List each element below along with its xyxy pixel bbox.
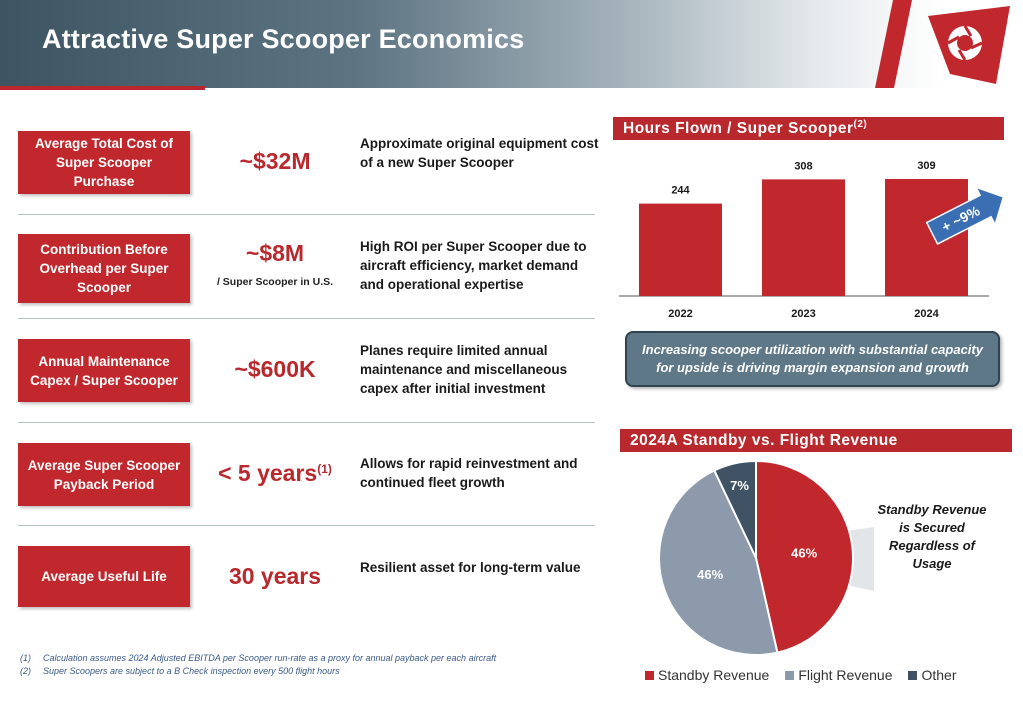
legend-label: Other [921,667,957,683]
company-logo [928,6,1010,84]
footnote: (2) Super Scoopers are subject to a B Ch… [20,665,496,678]
footnote-text: Super Scoopers are subject to a B Check … [43,666,340,676]
legend-label: Flight Revenue [798,667,893,683]
legend-item: Other [908,667,957,683]
row-divider [18,318,595,319]
row-divider [18,422,595,423]
legend-item: Flight Revenue [785,667,892,683]
pie-chart-title: 2024A Standby vs. Flight Revenue [630,431,898,449]
metric-description: Approximate original equipment cost of a… [360,136,599,170]
metric-description: Planes require limited annual maintenanc… [360,343,568,396]
footnote-number: (1) [20,653,31,663]
legend-swatch [908,670,918,680]
metric-value-text: < 5 years [218,460,318,486]
metric-description: High ROI per Super Scooper due to aircra… [360,239,587,292]
header-accent-stripe [0,86,205,90]
metric-label-box: Contribution Before Overhead per Super S… [18,234,190,303]
metric-value: 30 years [200,563,350,590]
footnote-marker: (1) [317,462,332,476]
metric-value-text: ~$8M [245,240,305,266]
bar-data-label: 308 [794,160,812,172]
bar-data-label: 244 [671,185,690,197]
metric-subtext: / Super Scooper in U.S. [216,276,334,288]
metric-label-box: Average Total Cost of Super Scooper Purc… [18,131,190,194]
pie-slice [658,469,779,656]
revenue-pie-chart: 46% 46% 7% [658,459,874,656]
bar [762,179,845,296]
pie-slice [755,459,854,654]
page-title: Attractive Super Scooper Economics [42,24,525,54]
x-tick-label: 2023 [791,308,815,320]
pie-chart-header: 2024A Standby vs. Flight Revenue [620,429,1012,452]
metric-value-text: 30 years [228,563,322,589]
metric-value: < 5 years(1) [200,460,350,487]
footnote-number: (2) [20,666,31,676]
pie-data-label: 46% [697,567,723,582]
bar [639,203,722,296]
pie-data-label: 46% [791,546,817,561]
footnote-marker: (2) [853,119,868,130]
standby-callout-text: Standby Revenue is Secured Regardless of… [877,502,987,571]
bar-chart-header: Hours Flown / Super Scooper (2) [613,117,1004,140]
metric-label-box: Average Super Scooper Payback Period [18,443,190,506]
bar-data-label: 309 [917,160,935,172]
metric-label-box: Average Useful Life [18,546,190,607]
legend-swatch [645,670,654,680]
arrow-shape [925,185,1005,245]
x-tick-label: 2024 [914,308,939,320]
metric-value-text: ~$600K [234,356,316,382]
metric-value-text: ~$32M [239,148,311,174]
pie-slice [712,459,757,559]
pie-legend: Standby Revenue Flight Revenue Other [645,667,957,683]
metric-value: ~$8M [200,240,350,267]
metric-description: Resilient asset for long-term value [360,560,581,575]
bar-chart-title: Hours Flown / Super Scooper [623,119,854,137]
header-decoration [875,0,1010,88]
legend-swatch [785,670,795,680]
bar [885,179,968,296]
legend-label: Standby Revenue [658,667,770,683]
footnote: (1) Calculation assumes 2024 Adjusted EB… [20,652,496,665]
title-banner: Attractive Super Scooper Economics [0,0,1023,88]
legend-item: Standby Revenue [645,667,769,683]
callout-pointer [846,527,874,591]
utilization-callout: Increasing scooper utilization with subs… [625,331,1000,387]
metric-label-box: Annual Maintenance Capex / Super Scooper [18,339,190,402]
row-divider [18,214,595,215]
metric-value: ~$32M [200,148,350,175]
footnote-text: Calculation assumes 2024 Adjusted EBITDA… [43,653,497,663]
metric-description: Allows for rapid reinvestment and contin… [360,456,578,490]
metric-value: ~$600K [200,356,350,383]
row-divider [18,525,595,526]
red-slash-shape [875,0,912,88]
pie-data-label: 7% [730,478,749,493]
x-tick-label: 2022 [668,308,692,320]
footnotes: (1) Calculation assumes 2024 Adjusted EB… [20,652,496,678]
